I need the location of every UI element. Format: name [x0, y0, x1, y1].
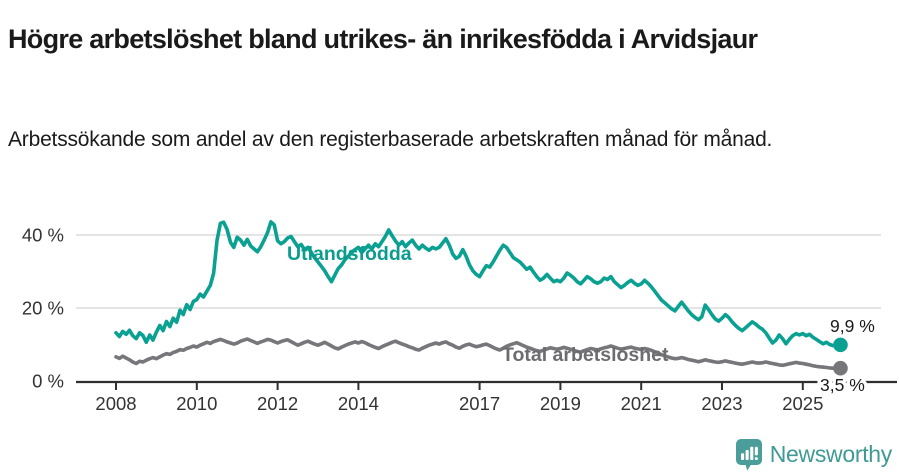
- end-value-label-total: 3,5 %: [820, 375, 865, 395]
- y-tick-label: 0 %: [32, 371, 64, 392]
- x-tick-label: 2023: [701, 393, 742, 414]
- x-tick-label: 2012: [257, 393, 298, 414]
- end-value-label-utlandsfodda: 9,9 %: [830, 316, 875, 336]
- series-line: [114, 220, 839, 348]
- chart-canvas: 2008 2010 2012 2014 2017 2019 2021 2023 2025 0 % 2…: [22, 220, 897, 414]
- x-tick-label: 2025: [782, 393, 823, 414]
- x-tick-label: 2010: [176, 393, 217, 414]
- newsworthy-logo-text: Newsworthy: [769, 440, 893, 467]
- y-tick-label: 40 %: [22, 225, 64, 246]
- x-tick-label: 2008: [95, 393, 136, 414]
- bar-chart-speech-bubble-icon: [735, 438, 762, 470]
- y-tick-label: 20 %: [22, 298, 64, 319]
- series-label: Utlandsfödda: [287, 243, 412, 265]
- newsworthy-logo[interactable]: Newsworthy: [735, 437, 892, 471]
- line-chart: 2008 2010 2012 2014 2017 2019 2021 2023 2025 0 % 2…: [0, 195, 900, 425]
- x-tick-label: 2019: [540, 393, 581, 414]
- series-label: Total arbetslöshet: [502, 344, 669, 366]
- series-end-dot: [833, 337, 848, 353]
- x-tick-label: 2017: [459, 393, 500, 414]
- x-tick-label: 2021: [621, 393, 662, 414]
- chart-subtitle: Arbetssökande som andel av den registerb…: [8, 128, 773, 151]
- series-line: [114, 337, 839, 370]
- series-end-dot: [833, 360, 848, 376]
- page-title: Högre arbetslöshet bland utrikes- än inr…: [8, 24, 758, 55]
- x-tick-label: 2014: [338, 393, 379, 414]
